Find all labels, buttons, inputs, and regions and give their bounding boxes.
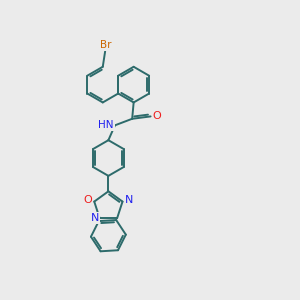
Text: O: O [153, 111, 161, 121]
Text: N: N [125, 195, 133, 206]
Text: HN: HN [98, 120, 114, 130]
Text: Br: Br [100, 40, 112, 50]
Text: O: O [83, 195, 92, 206]
Text: N: N [91, 213, 99, 223]
